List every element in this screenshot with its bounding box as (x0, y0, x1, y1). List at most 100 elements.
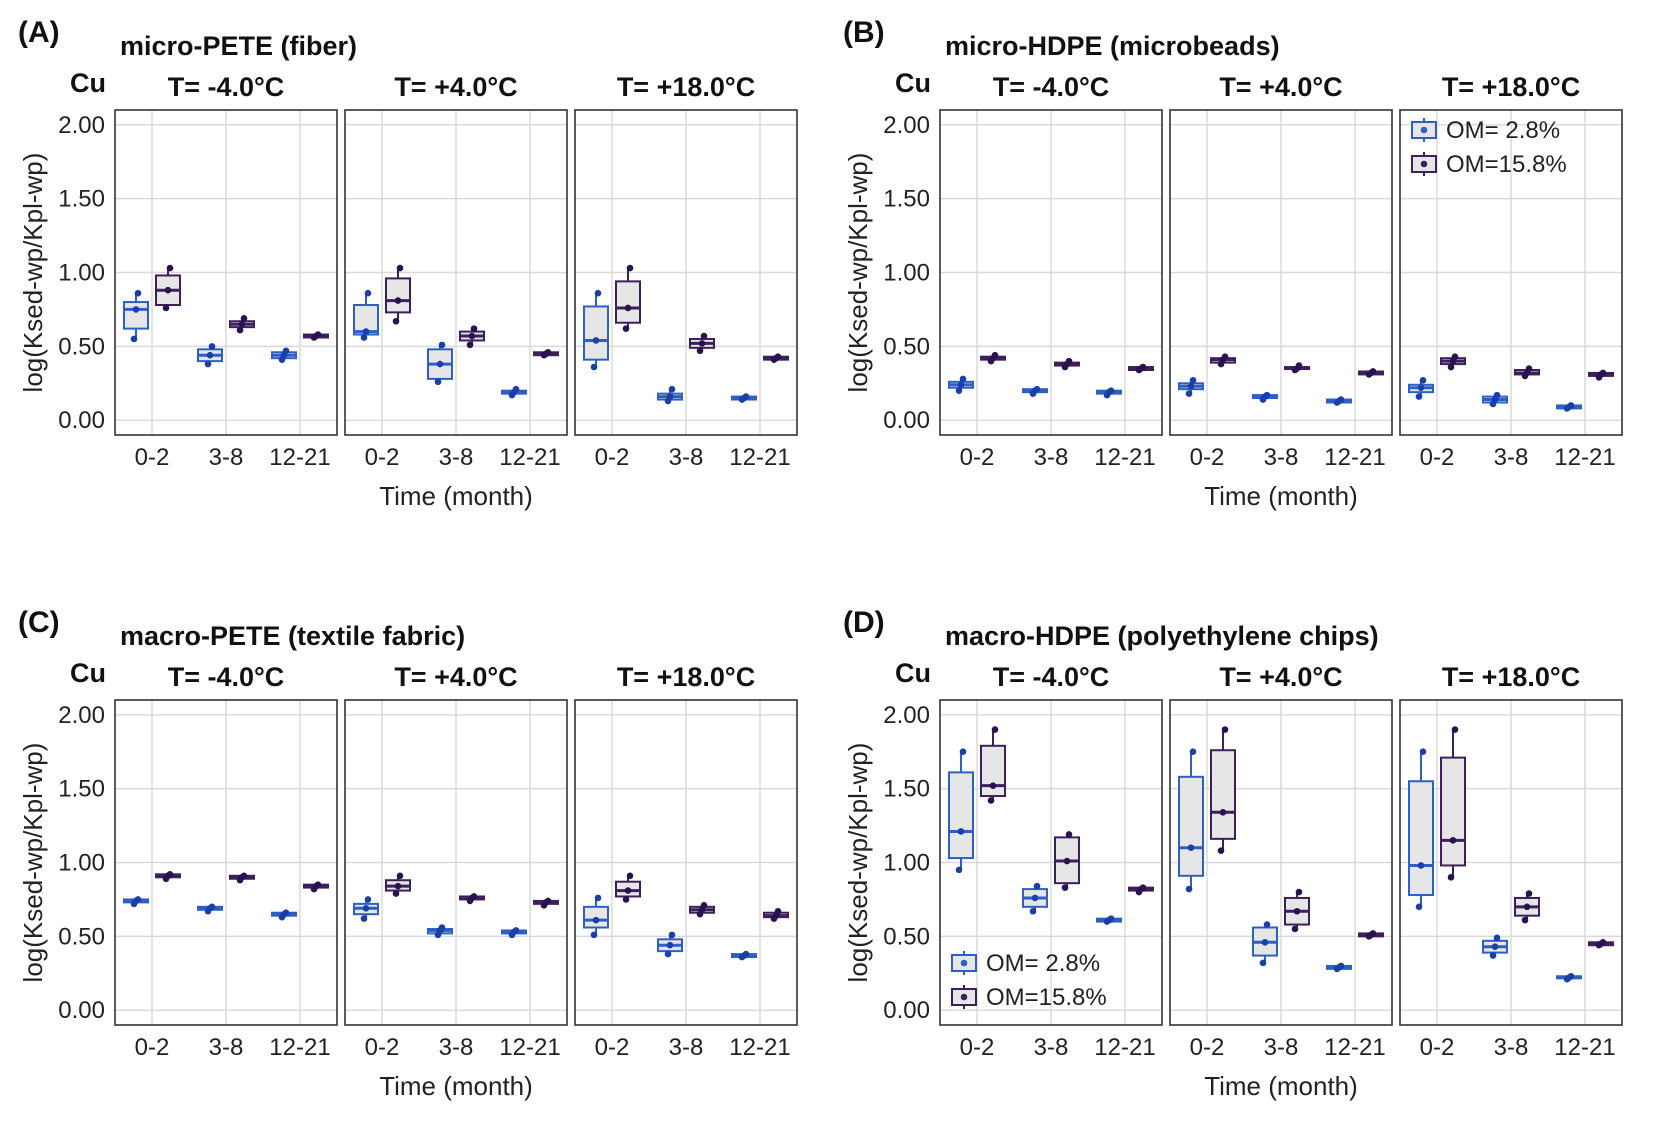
facet-frame (1399, 699, 1623, 1026)
box-om-low (427, 924, 453, 939)
box-body (1440, 756, 1466, 867)
data-point (742, 393, 750, 400)
data-point (360, 334, 368, 341)
box-body (1178, 775, 1204, 877)
box-om-high (1284, 888, 1310, 933)
box-om-high (1588, 369, 1614, 381)
x-tick-label: 0-2 (1190, 444, 1225, 471)
box-om-high (1054, 831, 1080, 891)
data-point (1065, 831, 1073, 838)
facet-3: T= +18.0°C 0-2 3-8 12-21 (1399, 72, 1623, 471)
facet-title: T= +4.0°C (1219, 662, 1342, 692)
x-tick-label: 3-8 (439, 1034, 474, 1061)
data-point (1337, 396, 1345, 403)
box-om-low (731, 393, 757, 403)
box-om-low (731, 950, 757, 961)
x-tick-label: 3-8 (209, 1034, 244, 1061)
y-tick-label: 2.00 (58, 112, 105, 139)
x-tick-label: 12-21 (269, 444, 330, 471)
panel-title: micro-HDPE (microbeads) (945, 31, 1280, 61)
data-point (1259, 959, 1267, 967)
box-om-high (1358, 930, 1384, 940)
box-om-low (353, 289, 379, 341)
panel-letter: (B) (843, 16, 885, 49)
data-point (362, 328, 370, 335)
box-om-high (1210, 353, 1236, 368)
data-point (1189, 748, 1197, 756)
data-point (1263, 921, 1271, 928)
box-om-low (123, 896, 149, 908)
x-tick-label: 0-2 (135, 444, 170, 471)
data-point (1369, 930, 1377, 937)
data-point (1525, 890, 1533, 897)
box-om-high (1284, 362, 1310, 374)
x-tick-label: 0-2 (365, 1034, 400, 1061)
data-point (666, 941, 674, 949)
legend-key-point (1420, 126, 1428, 134)
box-om-high (303, 331, 329, 341)
box-om-high (689, 902, 715, 918)
data-point (1031, 894, 1039, 902)
data-point (700, 902, 708, 909)
data-point (132, 306, 140, 313)
data-point (1491, 943, 1499, 951)
data-point (1369, 368, 1377, 375)
data-point (1139, 363, 1147, 371)
facet-frame (1399, 109, 1623, 436)
box-om-low (1096, 915, 1122, 925)
x-tick-label: 3-8 (1494, 444, 1529, 471)
box-om-low (1408, 748, 1434, 911)
x-tick-label: 0-2 (365, 444, 400, 471)
box-om-low (657, 931, 683, 958)
data-point (1185, 390, 1193, 397)
panel-letter: (A) (18, 16, 60, 49)
facet-frame (1169, 699, 1393, 1026)
panel-c: (C) macro-PETE (textile fabric) Cu 0.00 0.50… (18, 606, 798, 1101)
data-point (364, 289, 372, 297)
box-om-low (1556, 402, 1582, 412)
legend-entry: OM=15.8% (951, 984, 1107, 1011)
box-om-high (1054, 357, 1080, 371)
data-point (236, 326, 244, 334)
y-tick-label: 1.00 (58, 260, 105, 287)
data-point (1063, 857, 1071, 865)
facet-1: T= -4.0°C 0-2 3-8 12-21 (939, 662, 1163, 1061)
data-point (1107, 387, 1115, 394)
data-point (1567, 402, 1575, 409)
data-point (1415, 393, 1423, 400)
box-om-high (155, 871, 181, 883)
box-om-low (1252, 391, 1278, 403)
box-om-low (1556, 972, 1582, 983)
box-body (583, 305, 609, 361)
legend: OM= 2.8% OM=15.8% (951, 950, 1107, 1011)
box-om-high (385, 264, 411, 325)
facet-1: T= -4.0°C 0-2 3-8 12-21 (939, 72, 1163, 471)
facet-frame (344, 699, 568, 1026)
box-om-low (271, 909, 297, 921)
x-tick-label: 0-2 (1420, 1034, 1455, 1061)
legend-entry: OM= 2.8% (1411, 117, 1560, 144)
legend-entry: OM= 2.8% (951, 950, 1100, 977)
box-om-low (1096, 387, 1122, 399)
data-point (1489, 952, 1497, 959)
data-point (624, 304, 632, 312)
y-tick-label: 1.00 (883, 260, 930, 287)
data-point (470, 893, 478, 900)
data-point (1295, 888, 1303, 896)
y-tick-label: 0.50 (883, 333, 930, 360)
box-om-high (533, 897, 559, 909)
data-point (544, 897, 552, 905)
y-axis-title: log(Ksed-wp/Kpl-wp) (843, 743, 873, 983)
y-tick-label: 0.00 (883, 407, 930, 434)
x-tick-label: 12-21 (1554, 1034, 1615, 1061)
data-point (592, 916, 600, 924)
data-point (742, 950, 750, 958)
legend-label: OM= 2.8% (986, 950, 1100, 977)
data-point (130, 335, 138, 343)
x-axis-title: Time (month) (379, 1071, 533, 1101)
facet-3: T= +18.0°C 0-2 3-8 12-21 (574, 662, 798, 1061)
box-om-low (427, 341, 453, 386)
box-om-high (1358, 368, 1384, 378)
facet-frame (939, 699, 1163, 1026)
